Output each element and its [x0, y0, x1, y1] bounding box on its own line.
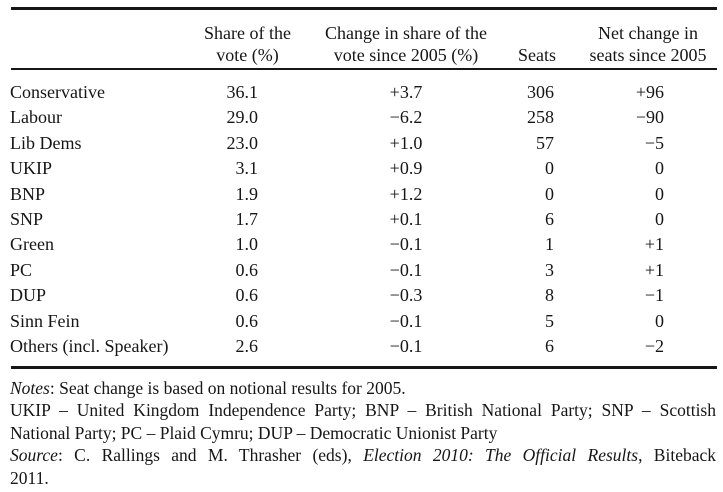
cell-share: 36.1	[226, 82, 259, 102]
cell-share: 1.0	[235, 234, 259, 255]
cell-net: −5	[644, 132, 664, 153]
table-row: Conservative 36.1 +3.7 306 +96	[10, 80, 716, 105]
header-net-line1: Net change in	[598, 23, 698, 43]
cell-share: 1.7	[235, 208, 259, 229]
header-net: Net change in seats since 2005	[560, 22, 716, 66]
cell-party: PC	[10, 259, 33, 280]
cell-change: −0.3	[389, 285, 423, 306]
table-row: DUP 0.6 −0.3 8 −1	[10, 283, 716, 308]
cell-net: +1	[644, 234, 664, 255]
cell-party: Conservative	[10, 82, 105, 102]
cell-net: +1	[644, 259, 664, 280]
italic-text: Source	[10, 445, 58, 466]
table-body: Conservative 36.1 +3.7 306 +96 Labour 29.0 −6.2…	[10, 80, 716, 359]
table-top-rule	[11, 7, 717, 10]
cell-change: +0.9	[389, 158, 423, 179]
header-share-line2: vote (%)	[216, 45, 279, 65]
cell-party: Labour	[10, 107, 62, 128]
plain-text: : C. Rallings and M. Thrasher (eds),	[57, 445, 364, 466]
notes-section: Notes: Seat change is based on notional …	[10, 377, 716, 489]
table-row: Labour 29.0 −6.2 258 −90	[10, 105, 716, 130]
italic-text: Notes	[10, 378, 50, 398]
cell-seats: 57	[536, 132, 554, 153]
cell-change: −0.1	[389, 335, 423, 356]
cell-net: −2	[644, 335, 664, 356]
table-row: UKIP 3.1 +0.9 0 0	[10, 156, 716, 181]
cell-change: −0.1	[389, 259, 423, 280]
cell-share: 0.6	[235, 285, 259, 306]
cell-net: −90	[635, 107, 664, 128]
table-row: Others (incl. Speaker) 2.6 −0.1 6 −2	[10, 334, 716, 359]
cell-change: +1.0	[389, 132, 423, 153]
header-change: Change in share of the vote since 2005 (…	[300, 22, 512, 66]
cell-seats: 258	[527, 107, 554, 128]
table-row: BNP 1.9 +1.2 0 0	[10, 182, 716, 207]
notes-line: National Party; PC – Plaid Cymru; DUP – …	[10, 422, 716, 444]
plain-text: , Biteback	[638, 445, 717, 466]
header-change-line1: Change in share of the	[325, 23, 487, 43]
table-row: SNP 1.7 +0.1 6 0	[10, 207, 716, 232]
cell-change: −0.1	[389, 234, 423, 255]
cell-net: +96	[635, 82, 664, 102]
cell-change: +1.2	[389, 183, 423, 204]
cell-party: Others (incl. Speaker)	[10, 335, 169, 356]
cell-share: 29.0	[226, 107, 259, 128]
notes-line: Notes: Seat change is based on notional …	[10, 377, 716, 399]
cell-net: 0	[655, 310, 664, 331]
cell-share: 3.1	[235, 158, 259, 179]
table-row: PC 0.6 −0.1 3 +1	[10, 258, 716, 283]
table-header-rule	[11, 68, 717, 70]
cell-change: +3.7	[389, 82, 423, 102]
cell-net: 0	[655, 183, 664, 204]
table-row: Green 1.0 −0.1 1 +1	[10, 232, 716, 257]
cell-share: 1.9	[235, 183, 259, 204]
plain-text: National Party; PC – Plaid Cymru; DUP – …	[10, 422, 498, 443]
table-row: Sinn Fein 0.6 −0.1 5 0	[10, 309, 716, 334]
cell-share: 0.6	[235, 259, 259, 280]
plain-text: 2011.	[10, 467, 49, 488]
cell-party: UKIP	[10, 158, 53, 179]
cell-seats: 1	[545, 234, 554, 255]
notes-line: UKIP – United Kingdom Independence Party…	[10, 399, 716, 421]
table-row: Lib Dems 23.0 +1.0 57 −5	[10, 131, 716, 156]
header-seats-line1: Seats	[518, 45, 556, 65]
cell-seats: 0	[545, 183, 554, 204]
table-header-row: Share of the vote (%) Change in share of…	[10, 20, 716, 66]
plain-text: UKIP – United Kingdom Independence Party…	[10, 400, 716, 421]
plain-text: : Seat change is based on notional resul…	[49, 378, 406, 398]
italic-text: Election 2010: The Official Results	[363, 445, 639, 466]
header-share-line1: Share of the	[204, 23, 291, 43]
cell-seats: 3	[545, 259, 554, 280]
cell-net: 0	[655, 208, 664, 229]
cell-seats: 6	[545, 335, 554, 356]
header-seats: Seats	[512, 44, 560, 66]
cell-party: BNP	[10, 183, 46, 204]
notes-line: 2011.	[10, 467, 716, 489]
cell-party: Sinn Fein	[10, 310, 80, 331]
cell-share: 23.0	[226, 132, 259, 153]
cell-share: 2.6	[235, 335, 259, 356]
cell-seats: 5	[545, 310, 554, 331]
cell-seats: 8	[545, 285, 554, 306]
cell-change: −0.1	[389, 310, 423, 331]
cell-party: SNP	[10, 208, 44, 229]
notes-line: Source: C. Rallings and M. Thrasher (eds…	[10, 444, 716, 466]
header-net-line2: seats since 2005	[589, 45, 707, 65]
cell-party: Lib Dems	[10, 132, 82, 153]
cell-seats: 6	[545, 208, 554, 229]
cell-change: −6.2	[389, 107, 423, 128]
cell-change: +0.1	[389, 208, 423, 229]
header-share: Share of the vote (%)	[195, 22, 300, 66]
cell-party: DUP	[10, 285, 47, 306]
cell-net: −1	[644, 285, 664, 306]
cell-seats: 306	[527, 82, 554, 102]
cell-party: Green	[10, 234, 54, 255]
cell-seats: 0	[545, 158, 554, 179]
cell-net: 0	[655, 158, 664, 179]
cell-share: 0.6	[235, 310, 259, 331]
table-bottom-rule	[11, 366, 717, 369]
header-change-line2: vote since 2005 (%)	[333, 45, 479, 65]
